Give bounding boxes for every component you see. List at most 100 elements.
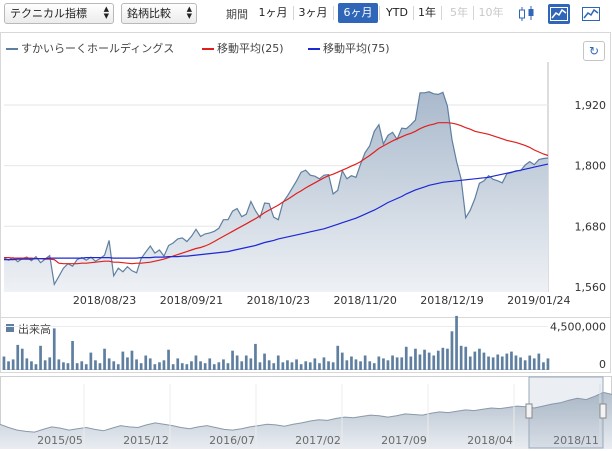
volume-bar (171, 364, 175, 370)
period-button-5: 5年 (450, 6, 468, 19)
volume-bar (11, 359, 15, 370)
volume-bar (112, 361, 116, 370)
mountain-chart-icon[interactable] (548, 4, 570, 24)
volume-bar (505, 353, 509, 370)
navigator-selection[interactable] (528, 376, 604, 449)
period-button-2[interactable]: 6ヶ月 (338, 3, 378, 23)
line-chart-icon[interactable] (580, 4, 602, 24)
volume-bar (57, 359, 61, 370)
x-tick-label: 2019/01/24 (507, 294, 570, 307)
volume-bar (450, 331, 454, 370)
volume-bar (7, 361, 10, 370)
volume-bar (304, 361, 308, 370)
volume-bar (404, 346, 408, 370)
navigator-tick-label: 2018/04 (467, 434, 513, 447)
volume-bar (523, 360, 527, 370)
volume-bar (62, 362, 65, 370)
navigator-unselected (0, 377, 528, 448)
volume-bar (98, 363, 102, 370)
period-separator (413, 6, 414, 20)
volume-bar (468, 356, 472, 370)
legend-swatch (202, 48, 214, 50)
volume-bar (30, 361, 33, 370)
volume-bar (414, 348, 417, 370)
period-label: 期間 (226, 8, 248, 21)
volume-bar (71, 341, 74, 370)
x-tick-label: 2018/10/23 (247, 294, 310, 307)
volume-bar (212, 364, 216, 370)
volume-bar (487, 356, 490, 370)
volume-bar (199, 361, 202, 370)
navigator-left-handle[interactable] (525, 403, 533, 419)
volume-bar (43, 360, 47, 370)
volume-bar (446, 348, 449, 370)
volume-bar (162, 360, 166, 370)
volume-bar (286, 360, 289, 370)
period-button-3[interactable]: YTD (386, 6, 408, 19)
volume-bar (281, 362, 285, 370)
y-tick-label: 1,800 (575, 160, 607, 173)
period-separator (333, 6, 334, 20)
volume-bar (48, 357, 52, 370)
navigator-tick-label: 2017/09 (381, 434, 427, 447)
volume-bar (208, 358, 212, 370)
navigator-tick-label: 2015/12 (123, 434, 169, 447)
volume-bar (391, 355, 394, 370)
period-button-4[interactable]: 1年 (418, 6, 436, 19)
volume-bar (116, 364, 120, 370)
volume-bar (34, 364, 38, 370)
legend-swatch (6, 48, 18, 50)
volume-bar (327, 361, 330, 370)
period-button-6: 10年 (478, 6, 504, 19)
volume-bar (231, 350, 234, 370)
volume-bar (222, 359, 225, 370)
volume-bar (254, 343, 257, 370)
volume-legend-swatch (6, 324, 14, 332)
volume-bar (473, 351, 477, 370)
volume-bar (267, 360, 271, 370)
technical-indicator-select-label: テクニカル指標 (10, 7, 87, 20)
volume-bar (299, 364, 303, 370)
volume-bar (331, 362, 335, 370)
volume-bar (350, 356, 353, 370)
volume-bar (354, 359, 358, 370)
volume-bar (203, 363, 207, 370)
volume-bar (240, 361, 244, 370)
period-button-1[interactable]: 3ヶ月 (298, 6, 328, 19)
navigator-right-handle[interactable] (599, 403, 607, 419)
volume-bar (263, 353, 266, 370)
volume-bar (144, 355, 148, 370)
volume-bar (217, 362, 221, 370)
period-separator (473, 6, 474, 20)
volume-bar (363, 355, 367, 370)
volume-bar (318, 363, 321, 370)
compare-stock-select[interactable]: 銘柄比較 ▲ ▼ (121, 3, 197, 24)
volume-bar (491, 357, 495, 370)
period-button-0[interactable]: 1ヶ月 (258, 6, 288, 19)
volume-bar (336, 345, 340, 370)
volume-bar (290, 362, 294, 370)
volume-bar (359, 361, 362, 370)
navigator-line (0, 391, 612, 433)
volume-bar (409, 356, 413, 370)
volume-bar (25, 358, 29, 370)
candlestick-icon[interactable] (516, 4, 538, 24)
volume-bar (107, 358, 111, 370)
volume-bar (436, 350, 440, 370)
x-tick-label: 2018/09/21 (160, 294, 223, 307)
technical-indicator-select[interactable]: テクニカル指標 ▲ ▼ (4, 3, 114, 24)
volume-bar (322, 357, 326, 370)
navigator-tick-label: 2017/02 (295, 434, 341, 447)
volume-bar (126, 357, 129, 370)
volume-bar (75, 363, 79, 370)
volume-bar (121, 351, 125, 370)
volume-bar (542, 362, 545, 370)
volume-bar (423, 349, 426, 370)
volume-bar (441, 347, 445, 370)
volume-bar (153, 364, 157, 370)
refresh-icon[interactable]: ↻ (583, 41, 605, 61)
volume-bar (313, 358, 317, 370)
x-tick-label: 2018/11/20 (333, 294, 396, 307)
volume-bar (418, 354, 422, 370)
